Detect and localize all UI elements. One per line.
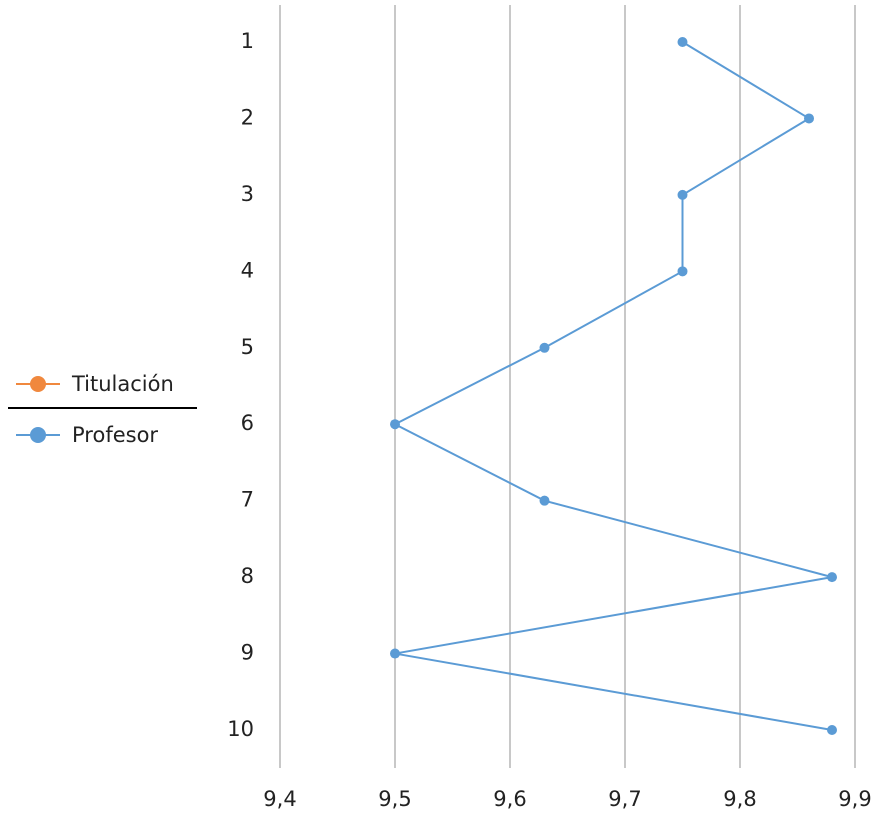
x-tick-label: 9,9 [838, 787, 871, 811]
point [539, 342, 550, 353]
x-tick-label: 9,8 [723, 787, 756, 811]
x-tick-label: 9,4 [263, 787, 296, 811]
legend-marker [30, 376, 46, 392]
legend-label: Titulación [71, 372, 174, 396]
point [390, 419, 400, 430]
point [804, 113, 814, 124]
y-tick-label: 9 [241, 641, 254, 665]
legend-label: Profesor [72, 423, 158, 447]
y-tick-label: 7 [241, 488, 254, 512]
y-tick-label: 4 [241, 258, 254, 282]
y-tick-label: 6 [241, 411, 254, 435]
y-tick-label: 1 [241, 29, 254, 53]
y-tick-label: 3 [241, 182, 254, 206]
point [390, 648, 400, 659]
x-tick-label: 9,5 [378, 787, 411, 811]
point [827, 572, 837, 583]
y-tick-label: 5 [241, 335, 254, 359]
series-line [392, 41, 833, 731]
point [677, 37, 688, 47]
x-tick-label: 9,6 [493, 787, 526, 811]
y-tick-label: 2 [241, 105, 254, 129]
y-tick-label: 8 [241, 564, 254, 588]
point [539, 495, 550, 506]
point [827, 725, 837, 735]
legend-marker [30, 427, 46, 443]
y-tick-label: 10 [227, 717, 254, 741]
x-tick-label: 9,7 [608, 787, 641, 811]
point [677, 189, 688, 200]
point [677, 266, 688, 277]
